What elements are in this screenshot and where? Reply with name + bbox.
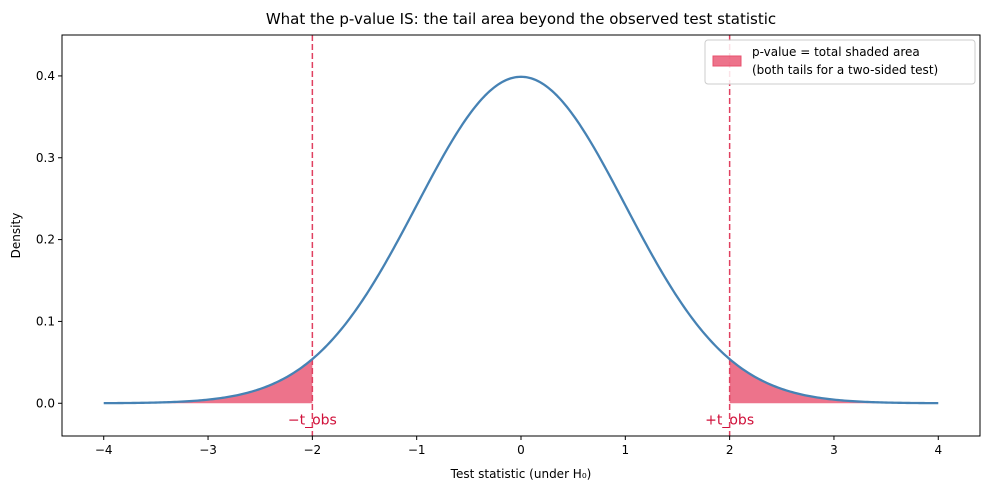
density-curve	[103, 75, 939, 405]
y-axis-ticks: 0.0 0.1 0.2 0.3 0.4	[36, 69, 62, 410]
y-tick-label: 0.2	[36, 233, 55, 247]
x-tick-label: −1	[408, 443, 426, 457]
x-tick-label: 4	[934, 443, 942, 457]
legend-label-line2: (both tails for a two-sided test)	[752, 63, 938, 77]
chart-title: What the p-value IS: the tail area beyon…	[266, 10, 776, 28]
x-tick-label: 3	[830, 443, 838, 457]
y-tick-label: 0.3	[36, 151, 55, 165]
plot-frame	[61, 34, 981, 437]
legend-label-line1: p-value = total shaded area	[752, 45, 920, 59]
x-tick-label: −3	[199, 443, 217, 457]
reference-lines-group	[311, 35, 731, 436]
x-tick-label: 1	[621, 443, 629, 457]
shaded-tails-group	[103, 359, 939, 404]
legend-box	[704, 39, 976, 85]
left-tail-area	[103, 359, 313, 404]
x-tick-label: 0	[517, 443, 525, 457]
neg-t-obs-label: −t_obs	[288, 413, 337, 429]
y-tick-label: 0.4	[36, 69, 55, 83]
x-axis-label: Test statistic (under H₀)	[450, 467, 592, 481]
x-tick-label: 2	[726, 443, 734, 457]
y-tick-label: 0.0	[36, 396, 55, 410]
y-tick-label: 0.1	[36, 314, 55, 328]
x-axis-ticks: −4 −3 −2 −1 0 1 2 3 4	[95, 436, 942, 457]
x-tick-label: −2	[304, 443, 322, 457]
legend: p-value = total shaded area (both tails …	[704, 39, 976, 85]
legend-swatch	[712, 55, 742, 67]
x-tick-label: −4	[95, 443, 113, 457]
observed-stat-labels: −t_obs +t_obs	[288, 413, 754, 429]
pos-t-obs-label: +t_obs	[705, 413, 754, 429]
right-tail-area	[729, 359, 939, 404]
y-axis-label: Density	[9, 213, 23, 259]
